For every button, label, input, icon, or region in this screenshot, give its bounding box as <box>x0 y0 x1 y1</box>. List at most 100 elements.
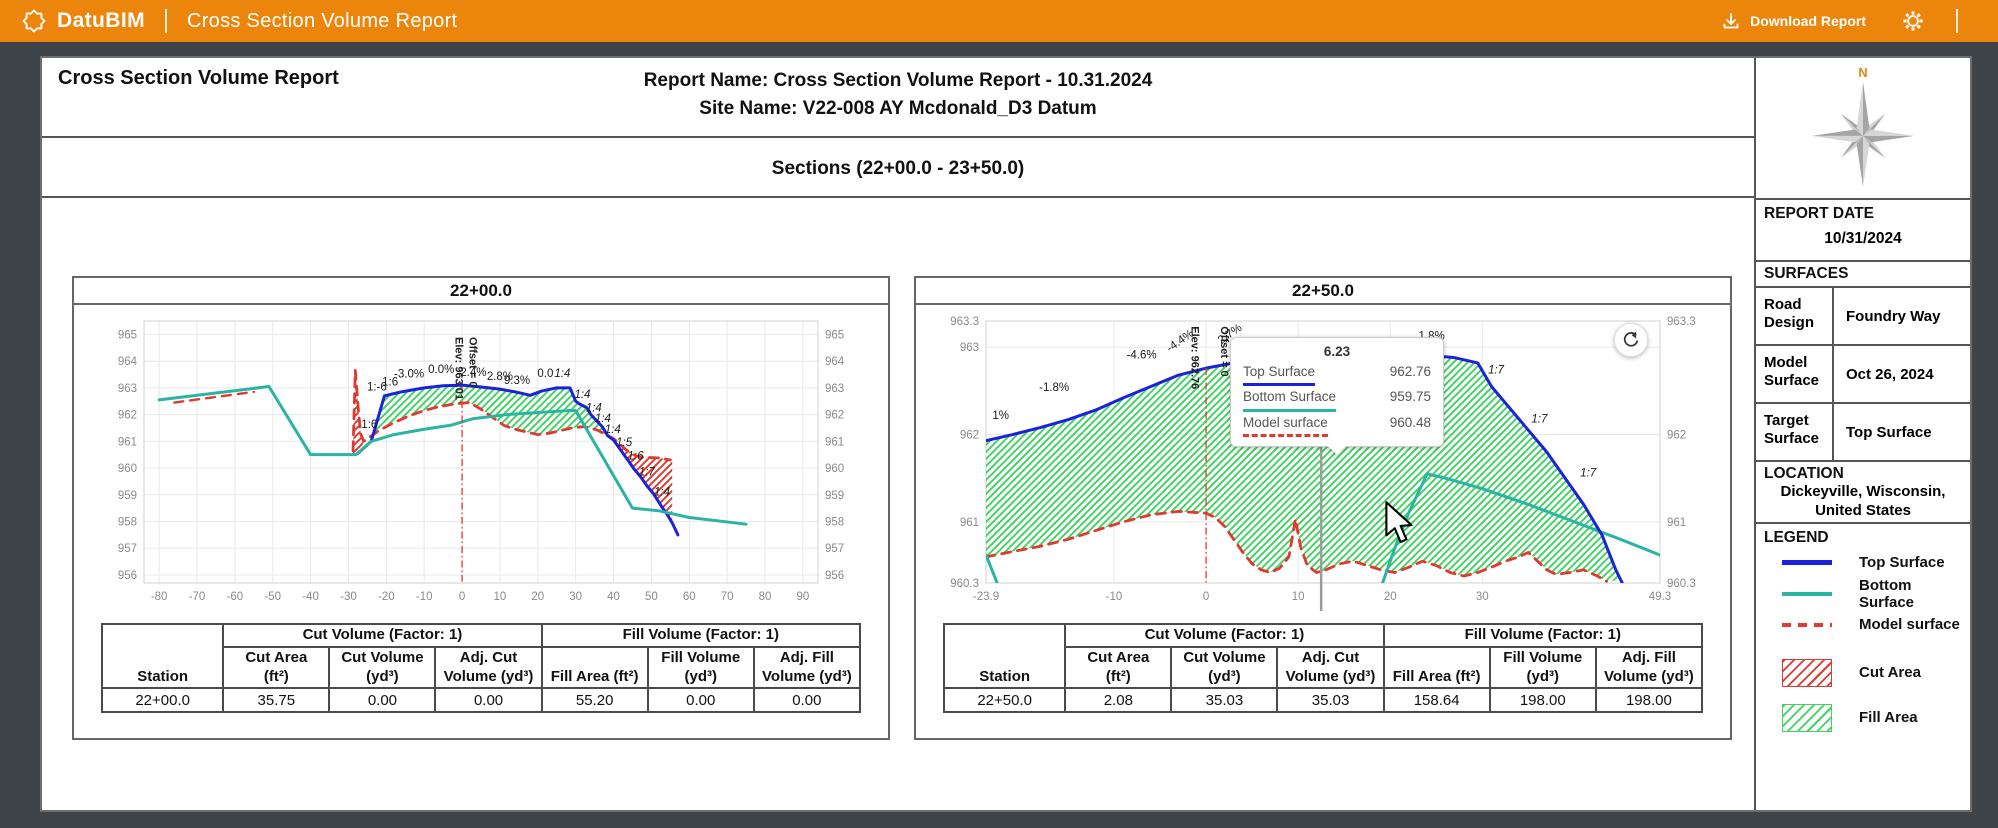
cross-section-chart-22-50[interactable]: -23.9 -10 0 10 20 30 49.3 963.3 963.3 963 962 962 96… <box>938 311 1708 614</box>
cross-section-chart-22-00[interactable]: -80 -70 -60 -50 -40 -30 -20 -10 0 10 20 30 40 50 60 70 8… <box>96 311 866 611</box>
svg-text:-23.9: -23.9 <box>973 591 999 603</box>
undo-button[interactable] <box>1614 323 1648 357</box>
surface-row-model-surface: Model Surface Oct 26, 2024 <box>1756 346 1970 404</box>
table-cell: 0.00 <box>434 687 543 714</box>
app-bar: DatuBIM Cross Section Volume Report Down… <box>0 0 1998 42</box>
svg-text:1:7: 1:7 <box>1580 467 1597 479</box>
download-report-label: Download Report <box>1750 13 1866 29</box>
table-group-header-row: Station Cut Volume (Factor: 1) Fill Volu… <box>942 622 1704 690</box>
legend-item-top-surface: Top Surface <box>1756 547 1970 578</box>
brand-logo-icon <box>22 9 46 33</box>
location-label: LOCATION <box>1764 465 1844 482</box>
svg-text:958: 958 <box>118 517 137 529</box>
column-header: Fill Area (ft²) <box>1382 645 1491 690</box>
table-row: 22+50.0 2.08 35.03 35.03 158.64 198.00 1… <box>942 687 1704 714</box>
svg-text:0: 0 <box>459 591 465 603</box>
undo-icon <box>1623 331 1639 347</box>
site-name-line: Site Name: V22-008 AY Mcdonald_D3 Datum <box>699 97 1097 119</box>
table-cell: 2.08 <box>1064 687 1173 714</box>
panel-title: 22+50.0 <box>916 278 1730 305</box>
download-icon <box>1723 13 1739 29</box>
svg-text:1:6: 1:6 <box>361 419 377 431</box>
surfaces-label: SURFACES <box>1764 265 1849 282</box>
column-header: Cut Volume (yd³) <box>1170 645 1279 690</box>
tooltip-value: 960.48 <box>1389 414 1431 430</box>
compass-box: N <box>1756 58 1970 200</box>
surface-row-value: Oct 26, 2024 <box>1846 365 1934 383</box>
chart-tooltip: 6.23 Top Surface 962.76 Bottom Surface 9… <box>1230 337 1444 455</box>
svg-text:-4.6%: -4.6% <box>1127 350 1157 362</box>
north-label: N <box>1858 65 1867 80</box>
surface-row-target-surface: Target Surface Top Surface <box>1756 404 1970 462</box>
tooltip-value: 959.75 <box>1389 389 1431 405</box>
svg-text:2.8%: 2.8% <box>487 371 513 383</box>
svg-text:961: 961 <box>825 436 844 448</box>
svg-text:1:4: 1:4 <box>574 389 590 401</box>
tooltip-row: Bottom Surface 959.75 <box>1243 386 1431 412</box>
svg-text:-80: -80 <box>151 591 168 603</box>
settings-gear-icon[interactable] <box>1902 10 1924 32</box>
report-date-box: REPORT DATE 10/31/2024 <box>1756 200 1970 262</box>
table-cell: 0.00 <box>646 687 755 714</box>
svg-text:1:4: 1:4 <box>605 424 621 436</box>
svg-text:-60: -60 <box>227 591 244 603</box>
app-bar-end-divider <box>1956 9 1958 33</box>
svg-text:-10: -10 <box>1106 591 1123 603</box>
bottom-surface-line-swatch <box>1782 591 1832 596</box>
svg-text:956: 956 <box>118 570 137 582</box>
svg-text:960: 960 <box>825 463 844 475</box>
table-column-header-row: Cut Area (ft²) Cut Volume (yd³) Adj. Cut… <box>102 645 862 690</box>
surface-row-label: Model Surface <box>1756 346 1834 402</box>
svg-text:70: 70 <box>721 591 734 603</box>
info-sidebar: N REPORT DA <box>1754 58 1970 810</box>
sections-title: Sections (22+00.0 - 23+50.0) <box>42 138 1754 198</box>
svg-text:30: 30 <box>1476 591 1489 603</box>
table-cell: 35.03 <box>1276 687 1385 714</box>
svg-text:1:6: 1:6 <box>627 450 644 462</box>
svg-text:-3.0%: -3.0% <box>394 369 424 381</box>
tooltip-label: Model surface <box>1243 412 1328 437</box>
svg-text:1:7: 1:7 <box>1488 364 1505 376</box>
svg-text:9.3%: 9.3% <box>504 375 530 387</box>
svg-text:1:-6: 1:-6 <box>367 382 387 394</box>
column-header: Fill Volume (yd³) <box>1488 645 1597 690</box>
svg-text:964: 964 <box>118 356 138 368</box>
page-title: Cross Section Volume Report <box>186 9 458 32</box>
fill-area-hatch-swatch <box>1782 703 1832 732</box>
svg-text:961: 961 <box>118 436 137 448</box>
column-header: Adj. Cut Volume (yd³) <box>434 645 543 690</box>
svg-text:958: 958 <box>825 517 844 529</box>
svg-text:1:4: 1:4 <box>586 402 602 414</box>
report-main: Cross Section Volume Report Report Name:… <box>42 58 1754 810</box>
station-column-header: Station <box>942 622 1067 690</box>
svg-text:40: 40 <box>607 591 620 603</box>
svg-text:960.3: 960.3 <box>1667 578 1696 590</box>
svg-text:959: 959 <box>118 490 137 502</box>
svg-text:962: 962 <box>1667 430 1686 442</box>
report-title: Cross Section Volume Report <box>58 67 339 89</box>
location-value: Dickeyville, Wisconsin, United States <box>1780 483 1946 519</box>
svg-text:963: 963 <box>960 342 979 354</box>
section-panel-22-50: 22+50.0 -23.9 -10 0 10 20 30 49.3 963.3 963.3 963… <box>914 276 1732 740</box>
table-cell: 198.00 <box>1594 687 1704 714</box>
brand: DatuBIM <box>20 7 145 35</box>
svg-text:60: 60 <box>683 591 696 603</box>
svg-text:10: 10 <box>1292 591 1305 603</box>
surface-row-label: Target Surface <box>1756 404 1834 460</box>
fill-volume-group-header: Fill Volume (Factor: 1) <box>1382 623 1704 648</box>
download-report-button[interactable]: Download Report <box>1721 11 1866 31</box>
svg-text:963: 963 <box>118 383 137 395</box>
table-cell: 22+50.0 <box>942 687 1067 714</box>
brand-name: DatuBIM <box>57 9 145 32</box>
svg-text:-50: -50 <box>264 591 281 603</box>
svg-text:-70: -70 <box>189 591 206 603</box>
legend-label: LEGEND <box>1764 529 1829 546</box>
column-header: Adj. Cut Volume (yd³) <box>1276 645 1385 690</box>
table-cell: 198.00 <box>1488 687 1597 714</box>
surface-row-value: Top Surface <box>1846 423 1932 441</box>
column-header: Adj. Fill Volume (yd³) <box>1594 645 1704 690</box>
compass-rose-icon: N <box>1811 65 1915 187</box>
svg-text:956: 956 <box>825 570 844 582</box>
report-date-label: REPORT DATE <box>1764 205 1874 222</box>
svg-text:-10: -10 <box>416 591 433 603</box>
